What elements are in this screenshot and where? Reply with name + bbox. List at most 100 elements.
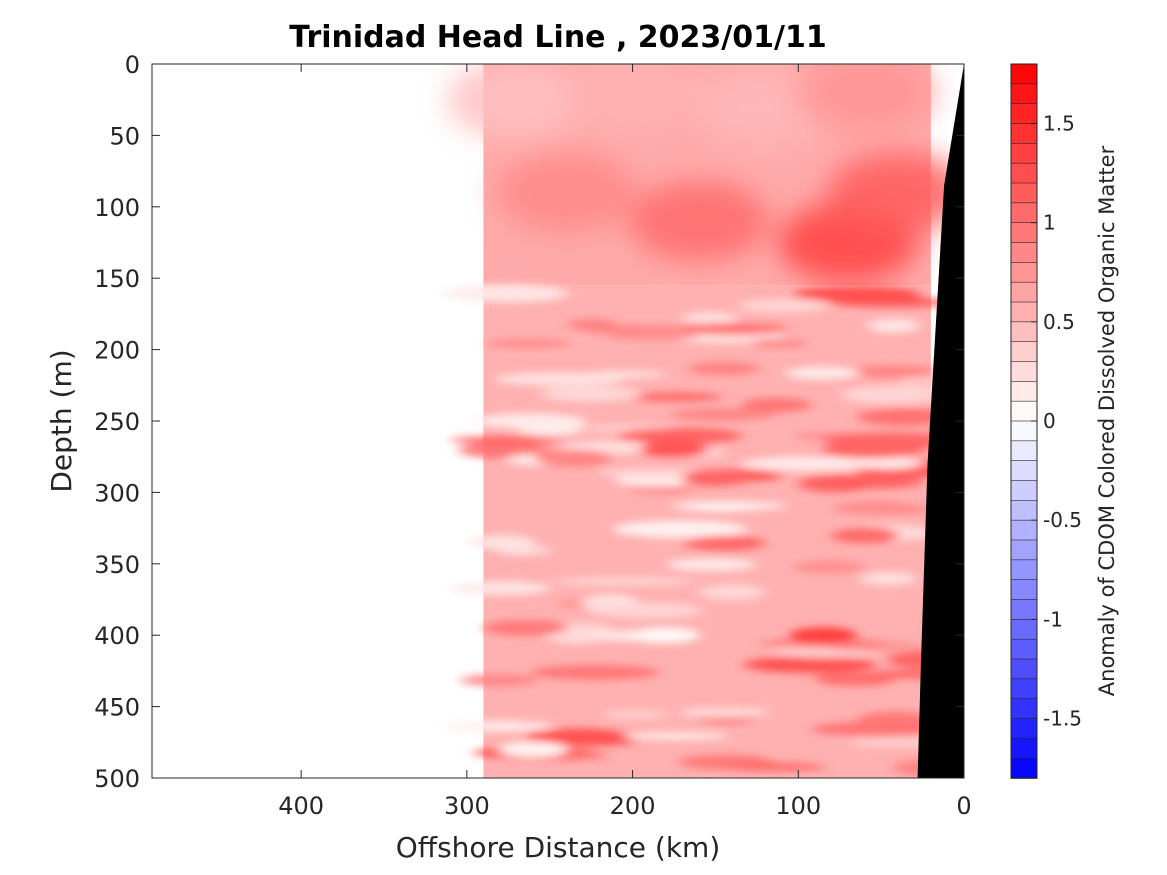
field-point: [499, 741, 568, 758]
lower-layer-bands: [442, 284, 964, 777]
field-point: [631, 627, 700, 644]
colorbar-tick-label: -1: [1043, 607, 1063, 631]
field-band: [450, 581, 551, 596]
colorbar-tick-label: 0: [1043, 409, 1056, 433]
colorbar-tick-label: 0.5: [1043, 310, 1075, 334]
field-band: [814, 671, 896, 687]
field-band: [740, 456, 874, 471]
y-tick-label: 400: [94, 622, 140, 650]
colorbar-swatch: [1010, 242, 1038, 264]
upper-layer-blobs: [446, 64, 964, 283]
field-point: [794, 64, 935, 133]
colorbar-swatch: [1010, 678, 1038, 700]
field-band: [859, 458, 923, 470]
colorbar-swatch: [1010, 281, 1038, 303]
field-point: [830, 527, 899, 544]
field-band: [628, 392, 724, 402]
colorbar-tick-label: -1.5: [1043, 707, 1082, 731]
y-tick-label: 500: [94, 765, 140, 793]
field-band: [449, 435, 563, 444]
field-band: [548, 736, 639, 746]
field-band: [826, 475, 925, 489]
field-band: [623, 731, 729, 741]
field-band: [867, 318, 921, 333]
x-tick-label: 400: [278, 792, 324, 820]
field-band: [856, 408, 955, 426]
colorbar-swatch: [1010, 222, 1038, 244]
field-band: [567, 318, 618, 332]
colorbar-swatch: [1010, 262, 1038, 283]
field-band: [816, 294, 926, 303]
colorbar-swatch: [1010, 698, 1038, 720]
colorbar-swatch: [1010, 440, 1038, 462]
colorbar-swatch: [1010, 143, 1038, 164]
field-band: [602, 710, 669, 719]
field-point: [515, 420, 584, 437]
colorbar-swatch: [1010, 341, 1038, 363]
y-tick-label: 0: [125, 51, 140, 79]
field-band: [741, 397, 812, 413]
y-tick-label: 50: [109, 122, 140, 150]
colorbar-swatch: [1010, 83, 1038, 105]
colorbar-swatch: [1010, 757, 1038, 779]
colorbar-swatch: [1010, 718, 1038, 740]
field-band: [679, 323, 789, 336]
y-axis-label: Depth (m): [45, 349, 78, 492]
field-band: [750, 338, 807, 349]
field-band: [605, 328, 699, 341]
colorbar-swatch: [1010, 202, 1038, 224]
field-point: [640, 441, 708, 458]
colorbar-swatch: [1010, 738, 1038, 759]
colorbar-swatch: [1010, 63, 1038, 85]
colorbar-swatch: [1010, 559, 1038, 581]
field-band: [681, 311, 738, 324]
colorbar-swatch: [1010, 579, 1038, 601]
y-axis-ticks: 0 50 100 150 200 250 300 350 400 450 500: [94, 51, 964, 793]
field-point: [681, 470, 750, 487]
colorbar-swatch: [1010, 123, 1038, 145]
field-band: [859, 571, 917, 586]
field-band: [840, 385, 944, 404]
y-tick-label: 350: [94, 551, 140, 579]
colorbar-swatch: [1010, 638, 1038, 660]
colorbar-swatch: [1010, 420, 1038, 442]
x-tick-label: 300: [444, 792, 490, 820]
colorbar-tick-label: 1: [1043, 211, 1056, 235]
colorbar-swatch: [1010, 361, 1038, 383]
field-band: [485, 339, 571, 348]
colorbar-tick-label: 1.5: [1043, 112, 1075, 136]
colorbar-swatch: [1010, 619, 1038, 640]
field-band: [743, 656, 877, 674]
colorbar-swatch: [1010, 658, 1038, 680]
colorbar-swatch: [1010, 460, 1038, 482]
field-band: [460, 674, 538, 687]
colorbar-swatch: [1010, 162, 1038, 184]
field-band: [687, 361, 760, 376]
x-tick-label: 100: [775, 792, 821, 820]
colorbar-label: Anomaly of CDOM Colored Dissolved Organi…: [1095, 145, 1119, 696]
field-band: [821, 442, 924, 459]
field-band: [793, 560, 866, 574]
field-band: [849, 365, 936, 379]
field-band: [588, 602, 703, 619]
field-band: [612, 520, 748, 538]
field-band: [483, 619, 568, 636]
field-band: [760, 638, 887, 648]
y-tick-label: 450: [94, 694, 140, 722]
field-band: [442, 720, 554, 732]
colorbar-swatch: [1010, 480, 1038, 502]
y-tick-label: 200: [94, 337, 140, 365]
anomaly-field: [442, 64, 964, 778]
field-band: [554, 576, 694, 586]
bathymetry-fill: [917, 64, 964, 778]
x-tick-label: 0: [956, 792, 971, 820]
field-point: [446, 64, 587, 140]
field-band: [849, 737, 942, 748]
y-tick-label: 250: [94, 408, 140, 436]
field-band: [679, 501, 763, 512]
colorbar-swatch: [1010, 321, 1038, 343]
field-point: [496, 152, 637, 233]
colorbar-swatch: [1010, 103, 1038, 125]
field-band: [683, 535, 767, 551]
